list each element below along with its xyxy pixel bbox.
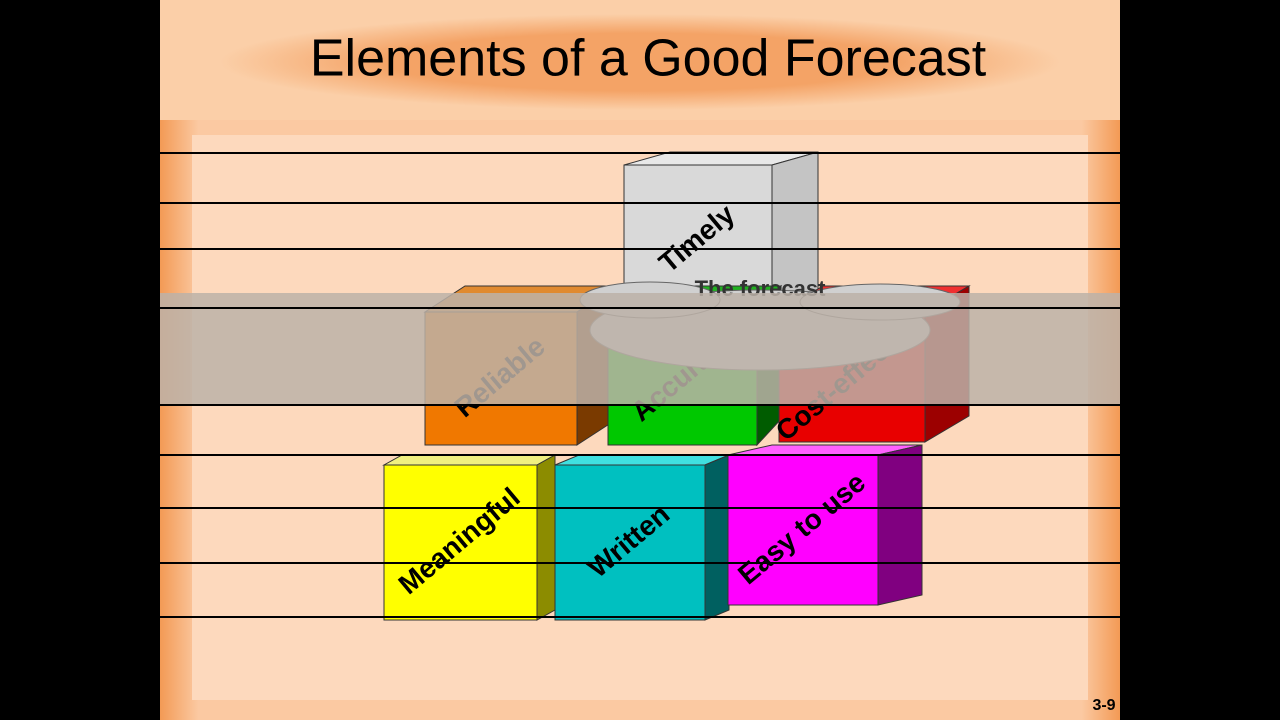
block-front xyxy=(727,454,879,606)
blinds xyxy=(160,152,1120,618)
blind-band xyxy=(160,293,1120,405)
block-top xyxy=(554,454,730,466)
slide-title: Elements of a Good Forecast xyxy=(310,30,987,88)
page-number: 3-9 xyxy=(1092,697,1115,714)
block-side xyxy=(704,454,730,621)
block-front xyxy=(554,464,706,621)
block-side xyxy=(877,444,923,606)
title-glow xyxy=(220,14,1060,110)
block-top xyxy=(382,454,557,466)
block-side xyxy=(536,454,556,621)
block-front xyxy=(383,464,538,621)
